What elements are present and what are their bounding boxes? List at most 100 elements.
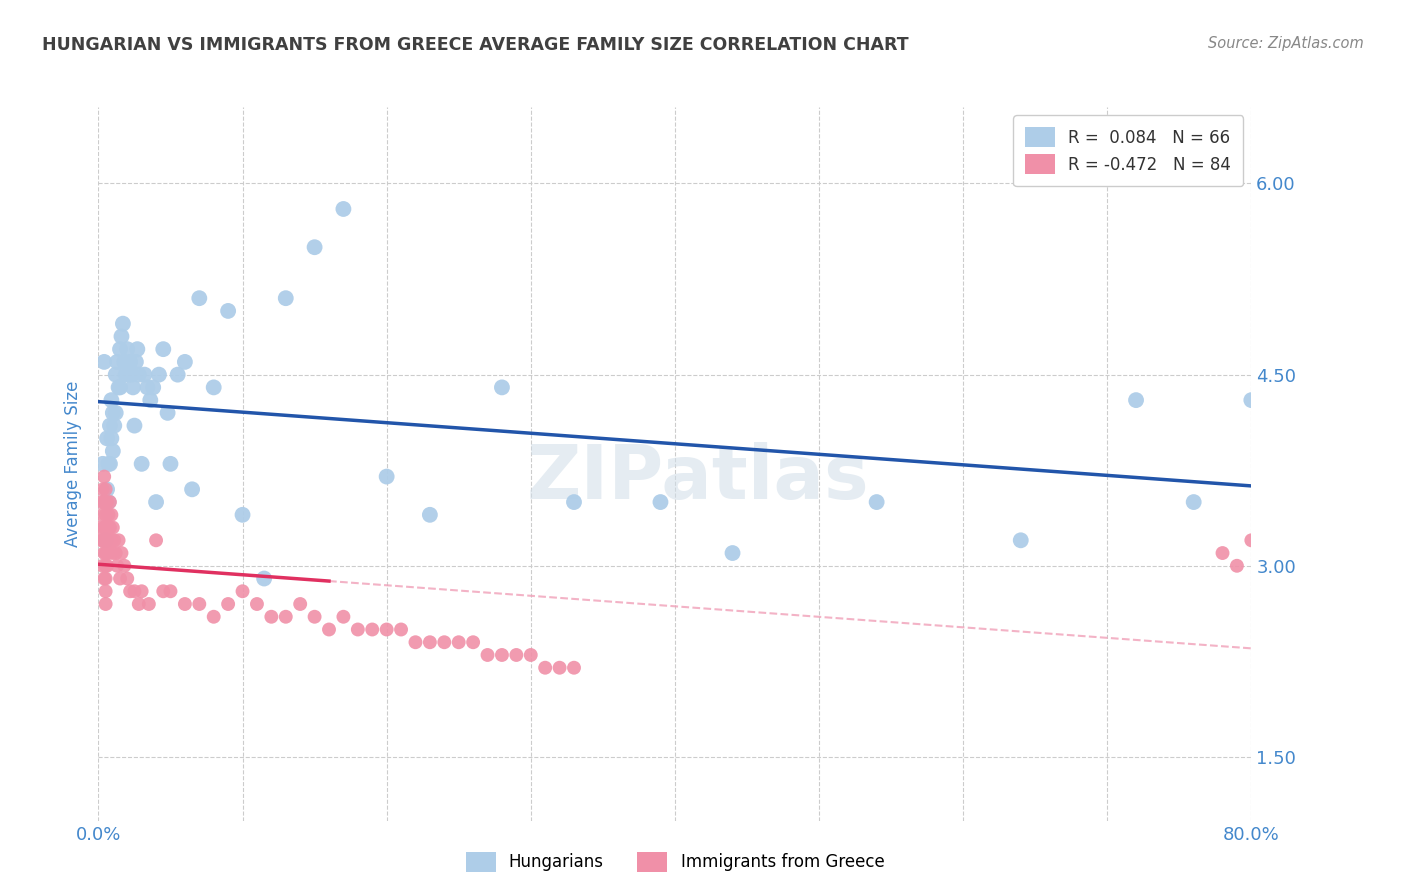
Point xyxy=(152,584,174,599)
Point xyxy=(98,520,121,534)
Point xyxy=(174,355,197,369)
Point xyxy=(304,240,326,254)
Point xyxy=(91,508,114,522)
Point xyxy=(202,609,225,624)
Point xyxy=(152,342,174,356)
Point xyxy=(96,431,118,445)
Point xyxy=(721,546,744,560)
Point xyxy=(534,661,557,675)
Point xyxy=(145,533,167,548)
Point xyxy=(1226,558,1249,573)
Point xyxy=(96,546,118,560)
Point xyxy=(120,355,142,369)
Point xyxy=(461,635,484,649)
Point xyxy=(93,520,115,534)
Text: HUNGARIAN VS IMMIGRANTS FROM GREECE AVERAGE FAMILY SIZE CORRELATION CHART: HUNGARIAN VS IMMIGRANTS FROM GREECE AVER… xyxy=(42,36,908,54)
Point xyxy=(96,495,118,509)
Point xyxy=(97,546,120,560)
Point xyxy=(491,648,513,662)
Point xyxy=(97,533,120,548)
Point xyxy=(98,495,121,509)
Point xyxy=(145,495,167,509)
Point xyxy=(93,355,115,369)
Point xyxy=(111,317,134,331)
Point xyxy=(91,558,114,573)
Point xyxy=(90,495,112,509)
Point xyxy=(124,418,146,433)
Point xyxy=(105,355,128,369)
Point xyxy=(505,648,527,662)
Point xyxy=(98,418,121,433)
Point xyxy=(104,368,127,382)
Point xyxy=(131,584,153,599)
Point xyxy=(94,558,117,573)
Point xyxy=(101,406,124,420)
Point xyxy=(253,572,276,586)
Point xyxy=(114,368,136,382)
Y-axis label: Average Family Size: Average Family Size xyxy=(65,381,83,547)
Point xyxy=(94,572,117,586)
Point xyxy=(93,572,115,586)
Point xyxy=(107,533,129,548)
Point xyxy=(866,495,889,509)
Point xyxy=(159,457,181,471)
Point xyxy=(260,609,283,624)
Point xyxy=(121,368,143,382)
Point xyxy=(108,572,131,586)
Point xyxy=(231,508,254,522)
Point xyxy=(148,368,170,382)
Point xyxy=(159,584,181,599)
Point xyxy=(274,291,297,305)
Point xyxy=(94,597,117,611)
Point xyxy=(174,597,197,611)
Point xyxy=(96,533,118,548)
Point xyxy=(91,533,114,548)
Point xyxy=(477,648,499,662)
Point xyxy=(1240,533,1263,548)
Point xyxy=(1182,495,1205,509)
Point xyxy=(1212,546,1234,560)
Point xyxy=(142,380,165,394)
Point xyxy=(1010,533,1032,548)
Point xyxy=(94,483,117,497)
Point xyxy=(231,584,254,599)
Point xyxy=(89,520,111,534)
Point xyxy=(91,457,114,471)
Point xyxy=(97,520,120,534)
Point xyxy=(346,623,368,637)
Point xyxy=(94,533,117,548)
Point xyxy=(93,469,115,483)
Point xyxy=(97,495,120,509)
Point xyxy=(124,584,146,599)
Point xyxy=(139,393,162,408)
Point xyxy=(90,533,112,548)
Point xyxy=(562,495,585,509)
Point xyxy=(112,355,135,369)
Point xyxy=(107,380,129,394)
Point xyxy=(94,508,117,522)
Text: Source: ZipAtlas.com: Source: ZipAtlas.com xyxy=(1208,36,1364,51)
Point xyxy=(94,520,117,534)
Point xyxy=(100,431,122,445)
Point xyxy=(332,202,354,216)
Point xyxy=(122,380,145,394)
Point xyxy=(419,635,441,649)
Point xyxy=(117,342,139,356)
Point xyxy=(93,495,115,509)
Point xyxy=(134,368,156,382)
Point xyxy=(127,342,149,356)
Point xyxy=(110,546,132,560)
Point xyxy=(217,597,239,611)
Point xyxy=(246,597,269,611)
Point xyxy=(389,623,412,637)
Point xyxy=(375,469,398,483)
Point xyxy=(105,558,128,573)
Point xyxy=(274,609,297,624)
Point xyxy=(128,597,150,611)
Legend: Hungarians, Immigrants from Greece: Hungarians, Immigrants from Greece xyxy=(454,840,896,884)
Text: ZIPatlas: ZIPatlas xyxy=(527,442,869,515)
Point xyxy=(103,533,125,548)
Point xyxy=(110,329,132,343)
Point xyxy=(108,342,131,356)
Point xyxy=(93,546,115,560)
